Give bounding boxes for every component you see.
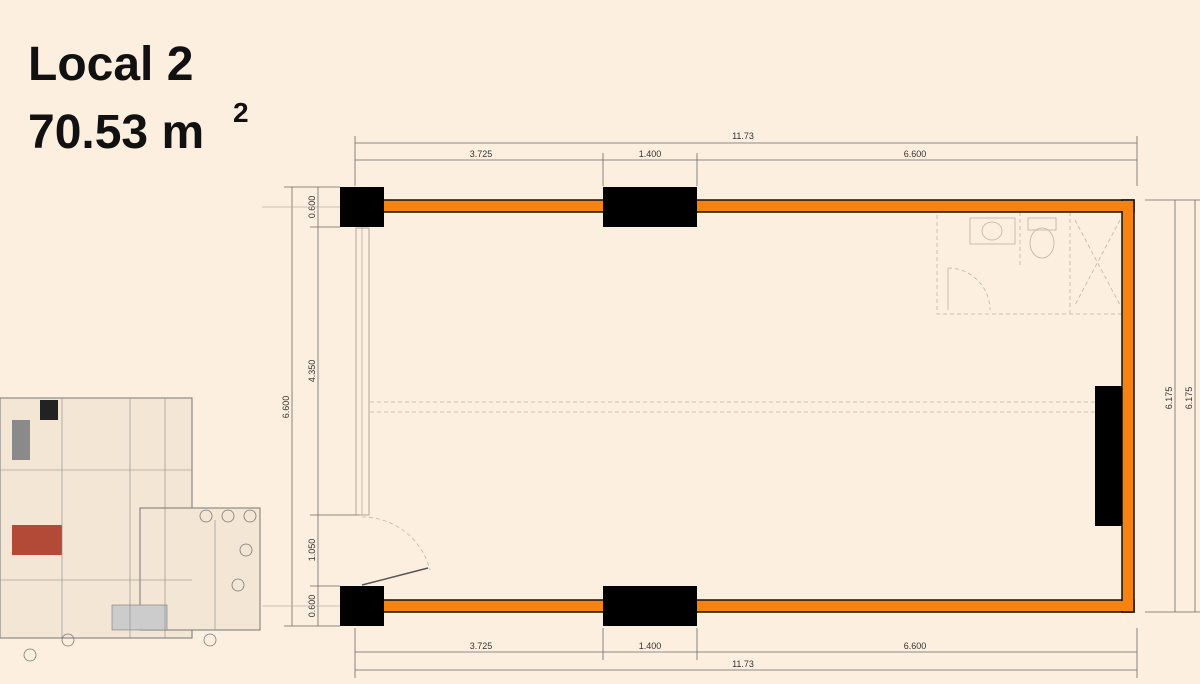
site-core — [40, 400, 58, 420]
site-tree — [231, 578, 245, 592]
site-tree — [203, 633, 217, 647]
dimension-label: 6.175 — [1184, 387, 1194, 410]
dimension-label: 11.73 — [732, 131, 754, 141]
bottom-dimensions: 3.725 1.400 6.600 11.73 — [354, 628, 1138, 678]
wall-right-fill — [1123, 201, 1133, 611]
column — [603, 187, 697, 227]
dimension-label: 6.600 — [281, 396, 291, 419]
dimension-label: 11.73 — [732, 659, 754, 669]
toilet-bowl — [1029, 227, 1055, 259]
door — [361, 567, 429, 586]
site-tree — [199, 509, 213, 523]
site-tree — [61, 633, 75, 647]
dimension-label: 3.725 — [470, 149, 493, 159]
site-plan — [0, 397, 261, 662]
sink — [969, 217, 1016, 245]
walls — [340, 187, 1135, 626]
area: 70.53 m — [28, 106, 204, 159]
column — [340, 187, 384, 227]
glazing — [355, 227, 370, 516]
right-dimensions: 6.175 6.175 — [1145, 199, 1200, 613]
area-exponent: 2 — [233, 97, 249, 128]
shaft — [1074, 219, 1121, 306]
site-tree — [243, 509, 257, 523]
column — [340, 586, 384, 626]
column — [603, 586, 697, 626]
site-tree — [221, 509, 235, 523]
title: Local 2 — [28, 38, 193, 91]
column — [1095, 386, 1122, 526]
toilet-tank — [1027, 217, 1057, 231]
dimension-label: 4.350 — [307, 360, 317, 383]
wall-bottom-fill — [376, 601, 1132, 611]
site-stair — [12, 420, 30, 460]
dimension-label: 3.725 — [470, 641, 493, 651]
site-tree — [23, 648, 37, 662]
dimension-label: 1.050 — [307, 539, 317, 562]
dimension-label: 1.400 — [639, 641, 662, 651]
sink-bowl — [981, 221, 1003, 241]
dimension-label: 6.600 — [904, 149, 927, 159]
site-steps — [111, 604, 168, 631]
shaft — [1074, 219, 1121, 306]
site-local-highlight — [12, 525, 62, 555]
dimension-label: 1.400 — [639, 149, 662, 159]
dimension-label: 6.600 — [904, 641, 927, 651]
top-dimensions: 11.73 3.725 1.400 6.600 — [354, 131, 1138, 186]
wall-top-fill — [376, 201, 1132, 211]
bathroom-door-swing — [947, 267, 991, 311]
site-tree — [239, 543, 253, 557]
dimension-label: 6.175 — [1164, 387, 1174, 410]
